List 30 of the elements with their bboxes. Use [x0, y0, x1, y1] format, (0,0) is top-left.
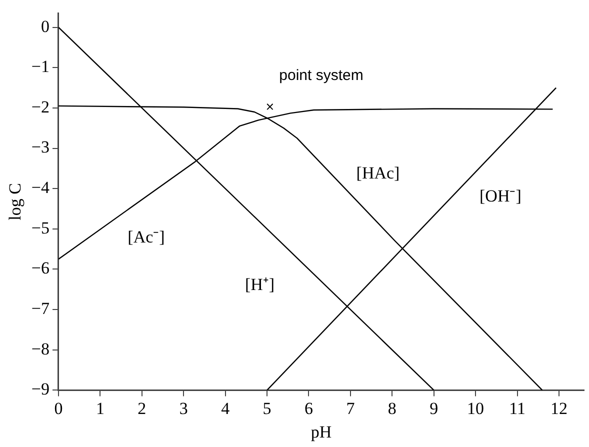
y-tick-label: −9: [31, 380, 50, 399]
x-tick-label: 11: [509, 398, 526, 418]
x-tick-label: 6: [304, 398, 313, 418]
y-tick-label: −3: [31, 138, 50, 157]
x-tick-label: 3: [179, 398, 188, 418]
x-tick-label: 5: [262, 398, 272, 418]
y-tick-label: −2: [31, 97, 50, 116]
x-tick-label: 2: [138, 398, 146, 418]
series-label: point system: [279, 66, 364, 84]
y-tick-label: −5: [31, 218, 50, 238]
series-label: [H⁺]: [244, 274, 275, 294]
x-axis-title: pH: [310, 422, 332, 442]
y-tick-label: −4: [31, 178, 50, 198]
series-label: [HAc]: [356, 164, 400, 183]
series-label: [OH⁻]: [480, 186, 522, 206]
x-tick-label: 4: [221, 398, 230, 418]
y-axis-title: log C: [6, 183, 25, 220]
x-tick-label: 10: [467, 398, 484, 418]
x-tick-label: 1: [96, 398, 104, 418]
y-tick-label: −8: [31, 339, 50, 358]
x-tick-label: 8: [388, 398, 396, 418]
x-tick-label: 12: [550, 398, 568, 418]
y-tick-label: −1: [31, 57, 50, 76]
x-tick-label: 9: [430, 398, 438, 418]
x-tick-label: 0: [54, 398, 63, 418]
y-tick-label: 0: [40, 16, 50, 36]
series-label: [Ac⁻]: [128, 227, 165, 246]
y-tick-label: −7: [31, 299, 50, 318]
x-tick-label: 7: [346, 398, 356, 418]
y-tick-label: −6: [31, 258, 50, 278]
